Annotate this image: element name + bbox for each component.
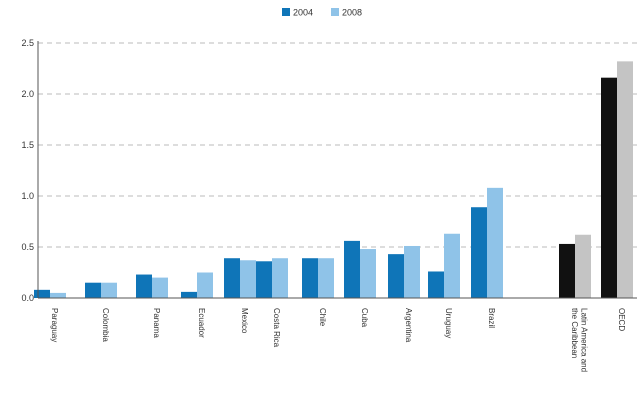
legend-2008-swatch <box>331 8 339 16</box>
bar-2008-panama <box>152 277 168 298</box>
legend-2004-swatch <box>282 8 290 16</box>
x-tick-label-line: Argentina <box>404 308 413 343</box>
bar-2008-colombia <box>101 282 117 298</box>
y-tick-label: 1.0 <box>21 191 34 201</box>
y-tick-label: 0.0 <box>21 293 34 303</box>
x-tick-label-line: Uruguay <box>444 308 453 338</box>
x-tick-label-line: Colombia <box>101 308 110 342</box>
bar-2004-argentina <box>388 254 404 298</box>
x-tick-label: Chile <box>318 308 327 327</box>
x-tick-label-line: Brazil <box>487 308 496 328</box>
x-tick-label: Mexico <box>240 308 249 334</box>
x-tick-label: Uruguay <box>444 308 453 338</box>
x-tick-label-line: Mexico <box>240 308 249 334</box>
x-tick-label: Colombia <box>101 308 110 342</box>
bar-2004-costa-rica <box>256 261 272 298</box>
x-tick-label: Cuba <box>360 308 369 328</box>
x-tick-label-line: the Caribbean <box>570 308 579 358</box>
x-axis-labels: Paraguay Colombia Panama Ecuador Mexico Costa… <box>50 308 626 372</box>
x-tick-label-line: Cuba <box>360 308 369 328</box>
bar-2004-paraguay <box>34 289 50 298</box>
x-tick-label-line: Panama <box>152 308 161 338</box>
x-tick-label: OECD <box>617 308 626 331</box>
bar-2004-mexico <box>224 258 240 298</box>
x-tick-label: Paraguay <box>50 308 59 342</box>
bar-2004-colombia <box>85 282 101 298</box>
bar-2004-ecuador <box>181 291 197 298</box>
bar-2004-brazil <box>471 207 487 298</box>
x-tick-label: Argentina <box>404 308 413 343</box>
y-tick-label: 1.5 <box>21 140 34 150</box>
x-tick-label: Costa Rica <box>272 308 281 348</box>
y-tick-label: 0.5 <box>21 242 34 252</box>
x-tick-label-line: Latin America and <box>580 308 589 372</box>
bar-2008-chile <box>318 258 334 298</box>
x-tick-label-line: Ecuador <box>197 308 206 338</box>
bar-2008-costa-rica <box>272 258 288 298</box>
y-tick-label: 2.5 <box>21 38 34 48</box>
bar-2008-argentina <box>404 245 420 298</box>
y-axis-ticks: 0.0 0.5 1.0 1.5 2.0 2.5 <box>21 38 34 303</box>
bar-2004-cuba <box>344 240 360 298</box>
bar-2008-paraguay <box>50 292 66 298</box>
bar-2008-uruguay <box>444 233 460 298</box>
y-tick-label: 2.0 <box>21 89 34 99</box>
legend-2008-label: 2008 <box>342 8 362 18</box>
x-tick-label: Panama <box>152 308 161 338</box>
grid-lines <box>38 42 637 248</box>
bar-2008-cuba <box>360 249 376 298</box>
bar-2008-mexico <box>240 260 256 298</box>
x-tick-label-line: Costa Rica <box>272 308 281 348</box>
x-tick-label-line: Chile <box>318 308 327 327</box>
x-tick-label: Brazil <box>487 308 496 328</box>
x-tick-label: Ecuador <box>197 308 206 338</box>
x-tick-label-line: OECD <box>617 308 626 331</box>
axes <box>37 41 637 299</box>
legend-2004-label: 2004 <box>293 8 313 18</box>
bars <box>34 61 633 299</box>
bar-2004-oecd <box>601 77 617 299</box>
bar-2004-panama <box>136 274 152 298</box>
bar-2008-ecuador <box>197 272 213 298</box>
bar-2008-latin-america-and-the-caribbean <box>575 234 591 298</box>
bar-2008-brazil <box>487 187 503 298</box>
legend: 2004 2008 <box>282 8 362 18</box>
x-tick-label-line: Paraguay <box>50 308 59 342</box>
bar-2004-uruguay <box>428 271 444 298</box>
bar-2004-latin-america-and-the-caribbean <box>559 243 575 298</box>
bar-2008-oecd <box>617 61 633 298</box>
x-tick-label: Latin America andthe Caribbean <box>570 308 589 372</box>
bar-2004-chile <box>302 258 318 298</box>
